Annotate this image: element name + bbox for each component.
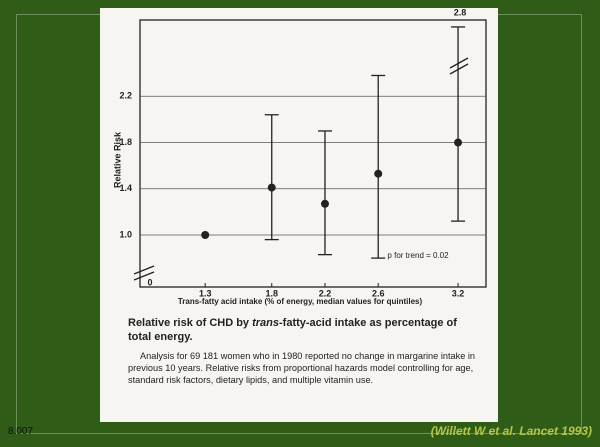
y-tick-label: 1.0 [119,229,132,239]
caption-title-part: Relative risk of CHD by [128,317,252,329]
x-axis-label: Trans-fatty acid intake (% of energy, me… [178,297,423,306]
break-mark [450,58,468,68]
capped-upper-label: 2.8 [454,7,467,17]
annotation: p for trend = 0.02 [387,251,449,260]
y-tick-label: 1.4 [119,183,132,193]
caption-body: Analysis for 69 181 women who in 1980 re… [128,350,480,386]
point [268,184,276,192]
point [454,139,462,147]
plot-frame [140,20,486,287]
point [321,200,329,208]
axis-break-label: 0 [147,277,152,287]
point [201,231,209,239]
slide-number: 8.007 [8,426,33,437]
x-tick-label: 2.2 [319,288,332,298]
x-tick-label: 1.8 [265,288,278,298]
caption-title-part: trans [252,317,279,329]
axis-break-marks [134,58,468,280]
caption-title: Relative risk of CHD by trans-fatty-acid… [128,316,480,344]
x-tick-label: 2.6 [372,288,385,298]
citation: (Willett W et al. Lancet 1993) [431,424,592,438]
x-tick-label: 1.3 [199,288,212,298]
slide: Relative Risk Trans-fatty acid intake (%… [0,0,600,447]
y-tick-label: 2.2 [119,91,132,101]
break-mark [450,64,468,74]
x-tick-label: 3.2 [452,288,465,298]
point [374,170,382,178]
y-tick-label: 1.8 [119,137,132,147]
caption: Relative risk of CHD by trans-fatty-acid… [128,316,480,386]
